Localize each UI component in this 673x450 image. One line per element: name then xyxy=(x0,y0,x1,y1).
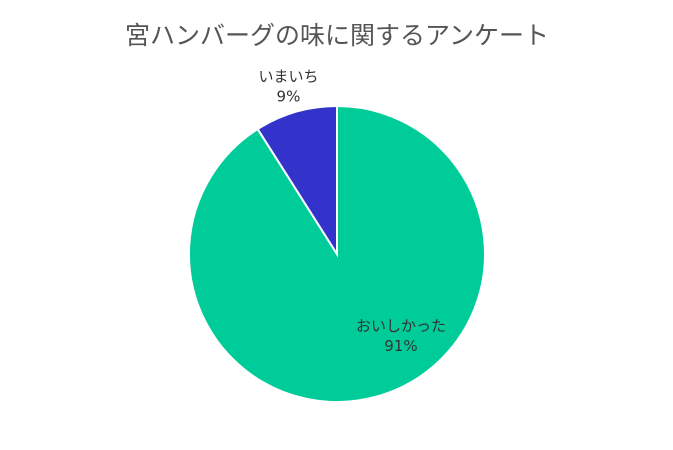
pie-slice xyxy=(256,104,338,258)
slice-label: いまいち xyxy=(258,67,318,85)
slice-label: おいしかった xyxy=(356,317,446,335)
slice-value-label: 9% xyxy=(277,87,301,105)
chart-title: 宮ハンバーグの味に関するアンケート xyxy=(125,21,549,50)
slice-value-label: 91% xyxy=(384,337,417,355)
